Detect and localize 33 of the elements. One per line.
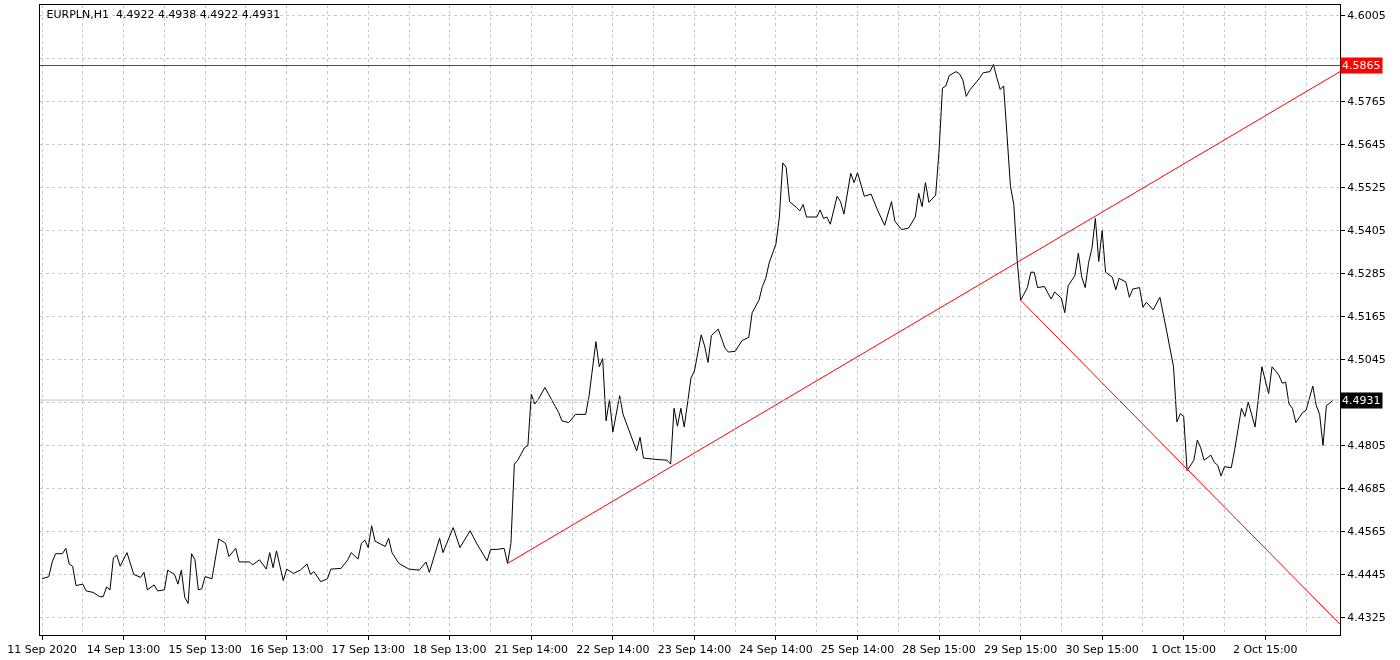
x-tick-label: 15 Sep 13:00 — [168, 643, 242, 657]
x-tick-label: 16 Sep 13:00 — [249, 643, 324, 657]
x-tick-label: 24 Sep 14:00 — [739, 643, 813, 657]
y-tick-label: 4.4805 — [1347, 439, 1386, 453]
y-tick-label: 4.4445 — [1347, 567, 1386, 581]
ref-line-label: 4.5865 — [1342, 59, 1381, 72]
x-tick-label: 28 Sep 15:00 — [902, 643, 976, 657]
y-tick-label: 4.5405 — [1347, 224, 1386, 238]
y-tick-label: 4.4325 — [1347, 610, 1386, 624]
y-tick-label: 4.4685 — [1347, 482, 1386, 496]
x-tick-label: 18 Sep 13:00 — [413, 643, 487, 657]
chart-title: EURPLN,H1 4.4922 4.4938 4.4922 4.4931 — [46, 7, 281, 21]
x-tick-label: 22 Sep 14:00 — [576, 643, 650, 657]
y-tick-label: 4.5645 — [1347, 138, 1386, 152]
x-tick-label: 29 Sep 15:00 — [983, 643, 1058, 657]
x-tick-label: 25 Sep 14:00 — [820, 643, 895, 657]
y-tick-label: 4.5285 — [1347, 267, 1386, 281]
y-tick-label: 4.6005 — [1347, 9, 1386, 23]
y-tick-label: 4.4565 — [1347, 524, 1386, 538]
x-tick-label: 21 Sep 14:00 — [494, 643, 569, 657]
y-tick-label: 4.5525 — [1347, 181, 1386, 195]
y-tick-label: 4.5765 — [1347, 95, 1386, 109]
x-tick-label: 11 Sep 2020 — [7, 643, 77, 657]
y-tick-label: 4.5165 — [1347, 310, 1386, 324]
x-tick-label: 17 Sep 13:00 — [331, 643, 405, 657]
x-tick-label: 30 Sep 15:00 — [1065, 643, 1139, 657]
y-tick-label: 4.5045 — [1347, 353, 1386, 367]
x-tick-label: 1 Oct 15:00 — [1151, 643, 1217, 657]
line-series — [41, 63, 1334, 604]
ref-line-label: 4.4931 — [1342, 394, 1381, 407]
x-tick-label: 23 Sep 14:00 — [657, 643, 732, 657]
x-tick-label: 2 Oct 15:00 — [1232, 643, 1298, 657]
x-tick-label: 14 Sep 13:00 — [86, 643, 161, 657]
